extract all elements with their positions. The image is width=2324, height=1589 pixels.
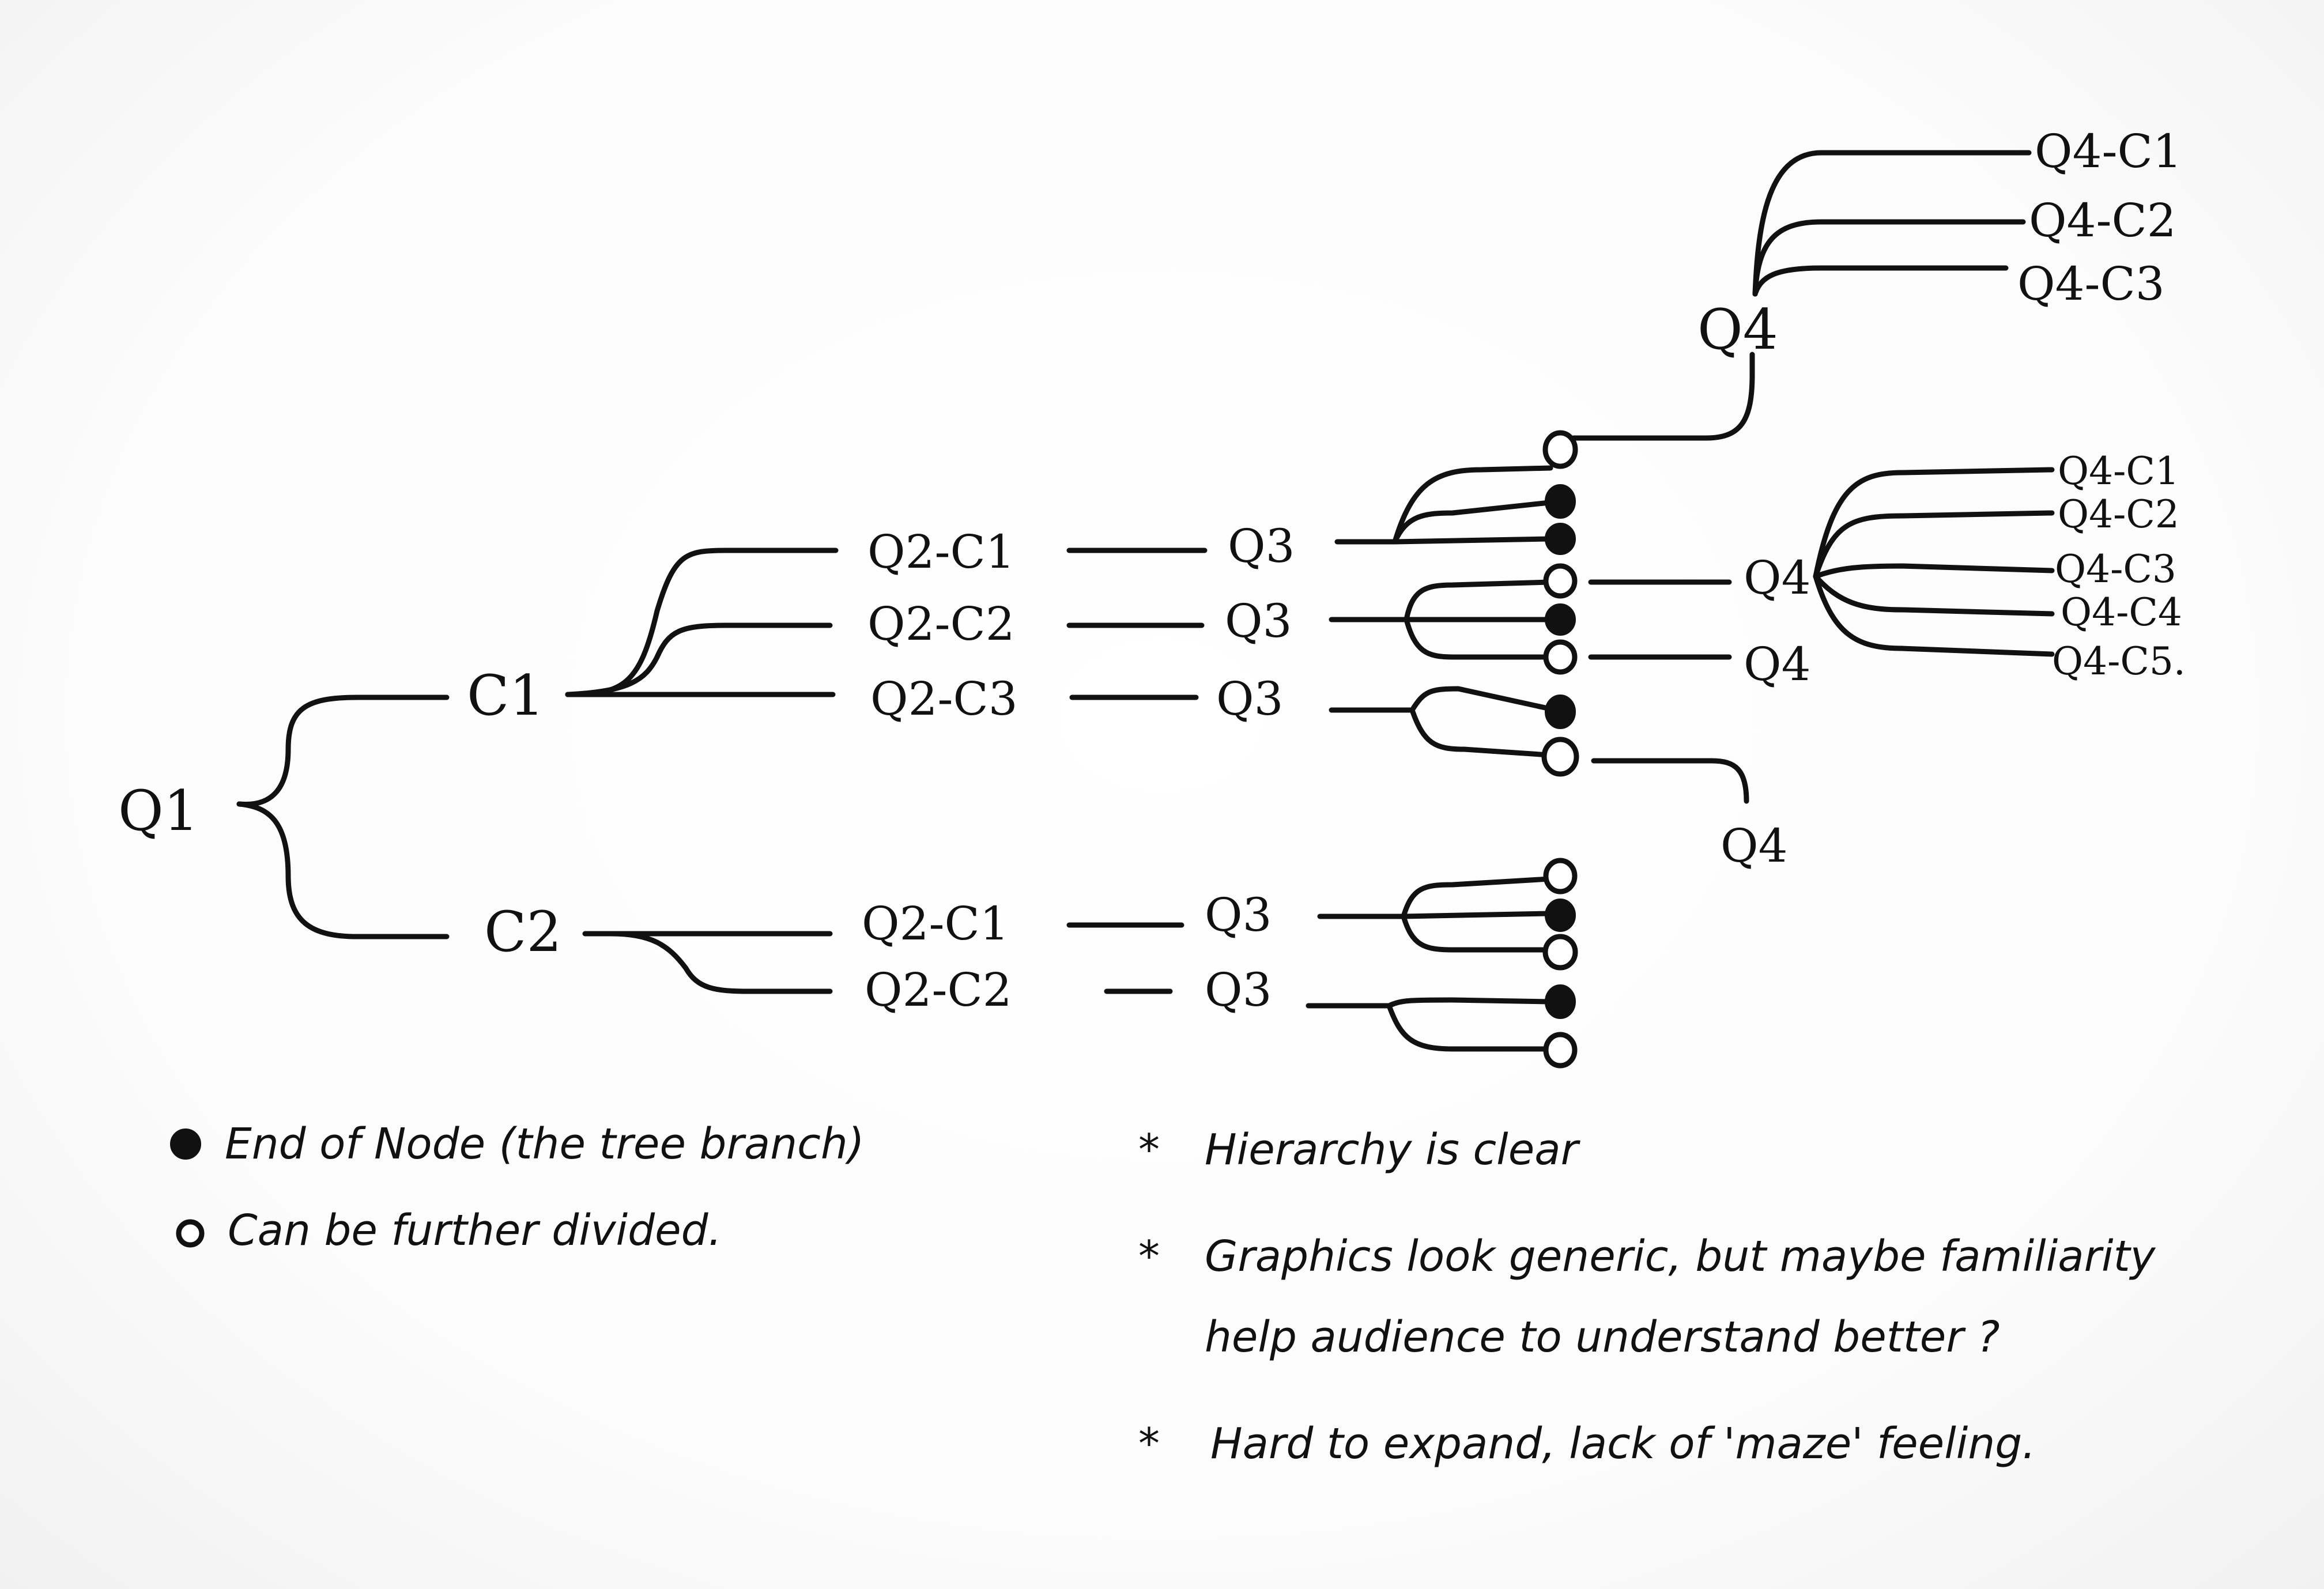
end-node-marker [1545, 484, 1576, 519]
open-node-marker [1542, 430, 1578, 469]
notes: * Hierarchy is clear * Graphics look gen… [1138, 1125, 2156, 1469]
note-graphics-cont: help audience to understand better ? [1205, 1312, 2000, 1362]
end-node-legend-marker [170, 1128, 201, 1160]
node-q4: Q4 [1744, 637, 1810, 691]
node-q1: Q1 [118, 779, 199, 843]
node-q2-c2: Q2-C2 [865, 963, 1012, 1017]
end-node-marker [1545, 523, 1576, 555]
node-q4-c4: Q4-C4 [2061, 590, 2182, 635]
leaf-markers [1541, 430, 1579, 1069]
open-node-marker [1543, 563, 1578, 599]
node-q3: Q3 [1228, 519, 1295, 573]
node-q3: Q3 [1205, 888, 1272, 942]
legend-end-node: End of Node (the tree branch) [225, 1119, 865, 1169]
legend-open-node: Can be further divided. [228, 1206, 722, 1255]
node-q2-c1: Q2-C1 [862, 897, 1009, 950]
end-node-marker [1545, 603, 1576, 636]
note-bullet: * [1138, 1125, 1160, 1175]
open-node-marker [1543, 639, 1578, 675]
note-hierarchy: Hierarchy is clear [1205, 1125, 1581, 1175]
node-q4-c2: Q4-C2 [2058, 492, 2179, 537]
node-q3: Q3 [1216, 672, 1283, 726]
node-q2-c2: Q2-C2 [867, 597, 1015, 651]
open-node-legend-marker [176, 1219, 205, 1248]
open-node-marker [1542, 934, 1578, 971]
node-c1: C1 [467, 663, 545, 728]
node-q4-c3: Q4-C3 [2017, 257, 2165, 311]
node-q2-c1: Q2-C1 [867, 525, 1015, 579]
node-q2-c3: Q2-C3 [870, 672, 1018, 726]
end-node-marker [1545, 984, 1576, 1019]
node-q4-c1: Q4-C1 [2035, 124, 2182, 178]
legend: End of Node (the tree branch) Can be fur… [170, 1119, 865, 1255]
node-q4-c1: Q4-C1 [2058, 449, 2179, 493]
node-c2: C2 [484, 900, 562, 964]
node-q4-c3: Q4-C3 [2055, 547, 2176, 591]
tree-edges [236, 150, 2055, 1052]
end-node-marker [1545, 695, 1576, 729]
note-bullet: * [1138, 1232, 1160, 1281]
node-labels: Q1 C1 C2 Q2-C1 Q2-C2 Q2-C3 Q2-C1 Q2-C2 Q… [118, 124, 2186, 1017]
end-node-marker [1545, 899, 1576, 932]
node-q4: Q4 [1744, 551, 1810, 605]
note-bullet: * [1138, 1419, 1160, 1469]
open-node-marker [1541, 737, 1579, 777]
open-node-marker [1543, 1032, 1578, 1069]
note-graphics: Graphics look generic, but maybe familia… [1205, 1232, 2156, 1281]
node-q4: Q4 [1721, 819, 1787, 873]
node-q4-c2: Q4-C2 [2029, 194, 2176, 247]
node-q4: Q4 [1697, 297, 1778, 362]
note-expand: Hard to expand, lack of 'maze' feeling. [1210, 1419, 2036, 1469]
node-q3: Q3 [1225, 594, 1292, 648]
node-q3: Q3 [1205, 963, 1272, 1017]
open-node-marker [1543, 858, 1578, 894]
node-q4-c5: Q4-C5. [2052, 639, 2186, 684]
